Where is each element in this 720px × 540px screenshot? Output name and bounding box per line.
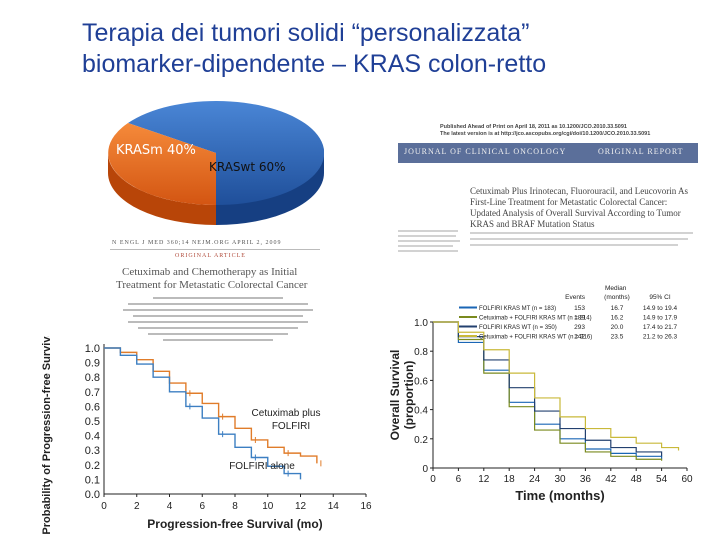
x-tick-label: 10 [262, 501, 274, 512]
y-axis-label-unit: (proportion) [402, 361, 416, 430]
y-tick-label: 0 [422, 464, 428, 475]
x-tick-label: 0 [101, 501, 107, 512]
x-tick-label: 6 [199, 501, 205, 512]
pie-label-kras-wt: KRASwt 60% [209, 160, 286, 174]
jco-journal-bar: JOURNAL OF CLINICAL ONCOLOGY ORIGINAL RE… [398, 143, 698, 163]
pie-slice-kras-wt [128, 101, 324, 205]
slide-title-line-1: Terapia dei tumori solidi “personalizzat… [82, 19, 530, 47]
legend-ci-3: 21.2 to 26.3 [643, 334, 678, 341]
jco-author-block [398, 230, 693, 252]
series-label-folfiri: FOLFIRI alone [229, 461, 295, 472]
x-tick-label: 30 [554, 474, 566, 485]
legend-header-events: Events [565, 294, 586, 301]
y-tick-label: 0.7 [85, 387, 100, 399]
series-label-cetuximab: Cetuximab plus [252, 408, 321, 419]
y-tick-label: 0.9 [85, 358, 100, 370]
legend-events-0: 153 [574, 305, 585, 312]
y-tick-label: 1.0 [85, 343, 100, 355]
y-tick-label: 0.2 [85, 460, 100, 472]
series-line-0 [104, 347, 318, 464]
series-line-1 [104, 347, 302, 480]
x-tick-label: 18 [504, 474, 516, 485]
x-tick-label: 42 [605, 474, 617, 485]
jco-header-line-2: The latest version is at http://jco.asco… [440, 131, 651, 137]
pie-side-orange [108, 153, 216, 225]
y-tick-label: 1.0 [414, 318, 428, 329]
nejm-title-line-2: Treatment for Metastatic Colorectal Canc… [116, 279, 308, 291]
legend-ci-2: 17.4 to 21.7 [643, 324, 678, 331]
nejm-author-list [123, 297, 313, 341]
x-tick-label: 24 [529, 474, 541, 485]
y-tick-label: 0.6 [85, 401, 100, 413]
legend-median-1: 16.2 [611, 315, 624, 322]
x-tick-label: 54 [656, 474, 668, 485]
y-tick-label: 0.1 [85, 474, 100, 486]
jco-report-type: ORIGINAL REPORT [598, 147, 684, 156]
x-tick-label: 6 [456, 474, 462, 485]
x-tick-label: 14 [328, 501, 340, 512]
jco-title-line-1: Cetuximab Plus Irinotecan, Fluorouracil,… [470, 186, 688, 196]
legend-label-1: Cetuximab + FOLFIRI KRAS MT (n = 214) [479, 316, 592, 322]
jco-title-line-3: Updated Analysis of Overall Survival Acc… [470, 208, 681, 218]
x-tick-label: 36 [580, 474, 592, 485]
x-tick-label: 12 [478, 474, 490, 485]
legend-label-0: FOLFIRI KRAS MT (n = 183) [479, 306, 556, 312]
legend-events-2: 293 [574, 324, 585, 331]
nejm-title-line-1: Cetuximab and Chemotherapy as Initial [122, 266, 298, 278]
legend-median-0: 16.7 [611, 305, 624, 312]
jco-header-line-1: Published Ahead of Print on April 18, 20… [440, 124, 627, 130]
y-tick-label: 0.8 [85, 372, 100, 384]
y-axis-label: Overall Survival [388, 350, 402, 441]
kras-pie-chart [108, 101, 324, 225]
legend-header-median: (months) [604, 294, 630, 301]
x-tick-label: 0 [430, 474, 436, 485]
legend-events-1: 189 [574, 315, 585, 322]
legend-header-ci: 95% CI [649, 294, 671, 301]
x-tick-label: 12 [295, 501, 307, 512]
legend-label-2: FOLFIRI KRAS WT (n = 350) [479, 325, 557, 331]
legend-header-median-top: Median [605, 285, 627, 292]
y-tick-label: 0.2 [414, 435, 428, 446]
series-line-0 [433, 321, 663, 460]
jco-title-line-2: First-Line Treatment for Metastatic Colo… [470, 197, 668, 207]
y-tick-label: 0.3 [85, 445, 100, 457]
os-km-chart: 1.0 0.8 0.6 0.4 0.2 00 6 12 18 24 30 36 42 48 54 60 Time… [388, 285, 693, 503]
legend-ci-0: 14.9 to 19.4 [643, 305, 678, 312]
x-tick-label: 4 [167, 501, 173, 512]
nejm-tag: ORIGINAL ARTICLE [175, 253, 246, 259]
pie-slice-kras-m [108, 123, 216, 205]
pie-label-kras-m: KRASm 40% [116, 143, 196, 158]
pfs-km-chart: 1.0 0.9 0.8 0.7 0.6 0.5 0.4 0.3 0.2 0.1 0.00 2 4 6 8 10… [41, 336, 372, 535]
nejm-divider [110, 249, 320, 250]
x-tick-label: 8 [232, 501, 238, 512]
y-tick-label: 0.6 [414, 376, 428, 387]
x-tick-label: 2 [134, 501, 140, 512]
legend-events-3: 242 [574, 334, 585, 341]
y-tick-label: 0.4 [85, 431, 100, 443]
x-tick-label: 48 [631, 474, 643, 485]
x-tick-label: 60 [681, 474, 693, 485]
x-axis-label: Time (months) [515, 488, 604, 503]
slide-title-line-2: biomarker-dipendente – KRAS colon-retto [82, 50, 547, 78]
legend-ci-1: 14.9 to 17.9 [643, 315, 678, 322]
nejm-header: N ENGL J MED 360;14 NEJM.ORG APRIL 2, 20… [112, 240, 282, 246]
jco-journal-name: JOURNAL OF CLINICAL ONCOLOGY [404, 147, 567, 156]
jco-title-line-4: KRAS and BRAF Mutation Status [470, 219, 595, 229]
y-axis-label: Probability of Progression-free Survival [41, 336, 53, 535]
y-tick-label: 0.4 [414, 406, 428, 417]
legend-median-2: 20.0 [611, 324, 624, 331]
y-tick-label: 0.5 [85, 416, 100, 428]
y-tick-label: 0.0 [85, 489, 100, 501]
series-label-cetuximab-line2: FOLFIRI [272, 421, 310, 432]
slide-title: Terapia dei tumori solidi “personalizzat… [82, 18, 702, 80]
legend-median-3: 23.5 [611, 334, 624, 341]
x-axis-label: Progression-free Survival (mo) [147, 517, 322, 531]
x-tick-label: 16 [360, 501, 372, 512]
series-line-3 [433, 321, 680, 451]
y-tick-label: 0.8 [414, 347, 428, 358]
legend-label-3: Cetuximab + FOLFIRI KRAS WT (n = 316) [479, 335, 592, 341]
